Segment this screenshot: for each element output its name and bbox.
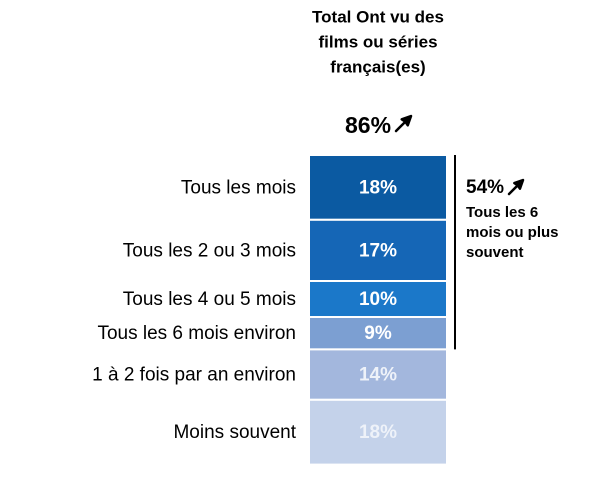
trend-arrow: [394, 114, 413, 133]
segment-label: 10%: [359, 289, 397, 310]
category-label: Tous les 2 ou 3 mois: [123, 240, 296, 261]
segment-label: 9%: [364, 323, 392, 344]
bracket-label: 54%: [466, 177, 504, 198]
total-label: 86%: [345, 112, 391, 138]
chart-title: films ou séries: [318, 32, 437, 51]
category-label: Moins souvent: [173, 422, 296, 443]
bar-segment: [308, 398, 448, 466]
bar-segment: [308, 218, 448, 283]
bracket-text: souvent: [466, 244, 524, 261]
category-label: Tous les 6 mois environ: [97, 323, 296, 344]
bracket-text: mois ou plus: [466, 224, 559, 241]
category-label: Tous les 4 ou 5 mois: [123, 289, 296, 310]
bar-segment: [308, 154, 448, 221]
segment-label: 18%: [359, 422, 397, 443]
bar-segment: [308, 316, 448, 351]
chart-title: Total Ont vu des: [312, 7, 444, 26]
segment-label: 14%: [359, 365, 397, 386]
segment-label: 18%: [359, 177, 397, 198]
category-label: Tous les mois: [181, 177, 296, 198]
bracket-text: Tous les 6: [466, 204, 538, 221]
category-label: 1 à 2 fois par an environ: [92, 365, 296, 386]
trend-arrow: [507, 178, 525, 196]
chart-title: français(es): [330, 57, 425, 76]
segment-label: 17%: [359, 240, 397, 261]
